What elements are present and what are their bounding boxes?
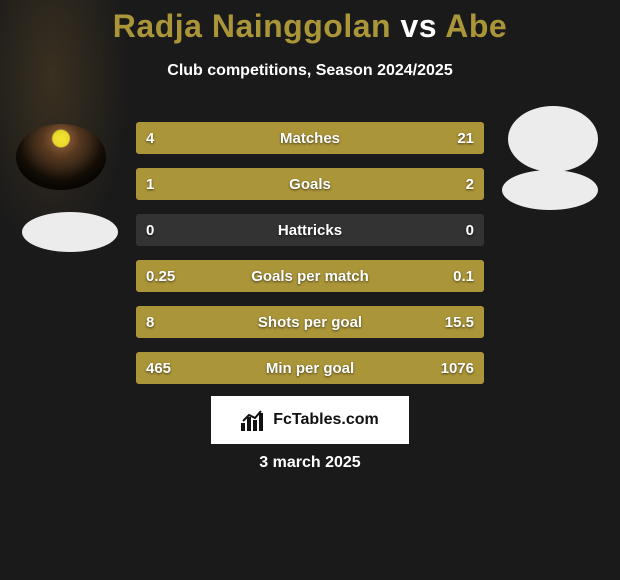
stat-value-left: 0 xyxy=(146,214,154,246)
stat-value-right: 15.5 xyxy=(445,306,474,338)
date-label: 3 march 2025 xyxy=(0,454,620,472)
stat-value-left: 4 xyxy=(146,122,154,154)
stat-label: Shots per goal xyxy=(136,306,484,338)
stat-value-left: 465 xyxy=(146,352,171,384)
stat-row: Goals per match0.25 0.1 xyxy=(136,260,484,292)
stat-value-left: 1 xyxy=(146,168,154,200)
stat-row: Goals1 2 xyxy=(136,168,484,200)
title-player2: Abe xyxy=(445,8,507,44)
stat-label: Matches xyxy=(136,122,484,154)
subtitle: Club competitions, Season 2024/2025 xyxy=(0,62,620,80)
stat-value-left: 8 xyxy=(146,306,154,338)
stat-row: Shots per goal8 15.5 xyxy=(136,306,484,338)
fctables-logo-icon xyxy=(241,409,267,431)
stat-value-right: 0.1 xyxy=(453,260,474,292)
player2-country-badge xyxy=(502,170,598,210)
stat-value-right: 1076 xyxy=(441,352,474,384)
title-vs: vs xyxy=(400,8,437,44)
stat-row: Min per goal465 1076 xyxy=(136,352,484,384)
stat-value-right: 21 xyxy=(457,122,474,154)
stat-row: Hattricks0 0 xyxy=(136,214,484,246)
stat-value-left: 0.25 xyxy=(146,260,175,292)
stats-container: Matches4 21 Goals1 2 Hattricks0 0 Goals per ma… xyxy=(136,122,484,398)
stat-value-right: 2 xyxy=(466,168,474,200)
stat-value-right: 0 xyxy=(466,214,474,246)
branding-text: FcTables.com xyxy=(273,411,379,429)
stat-label: Hattricks xyxy=(136,214,484,246)
stat-label: Goals per match xyxy=(136,260,484,292)
player1-avatar xyxy=(16,124,106,190)
player1-country-badge xyxy=(22,212,118,252)
branding-badge: FcTables.com xyxy=(211,396,409,444)
stat-label: Goals xyxy=(136,168,484,200)
page-title: Radja Nainggolan vs Abe xyxy=(0,8,620,45)
stat-label: Min per goal xyxy=(136,352,484,384)
stat-row: Matches4 21 xyxy=(136,122,484,154)
title-player1: Radja Nainggolan xyxy=(113,8,391,44)
player2-avatar xyxy=(508,106,598,172)
